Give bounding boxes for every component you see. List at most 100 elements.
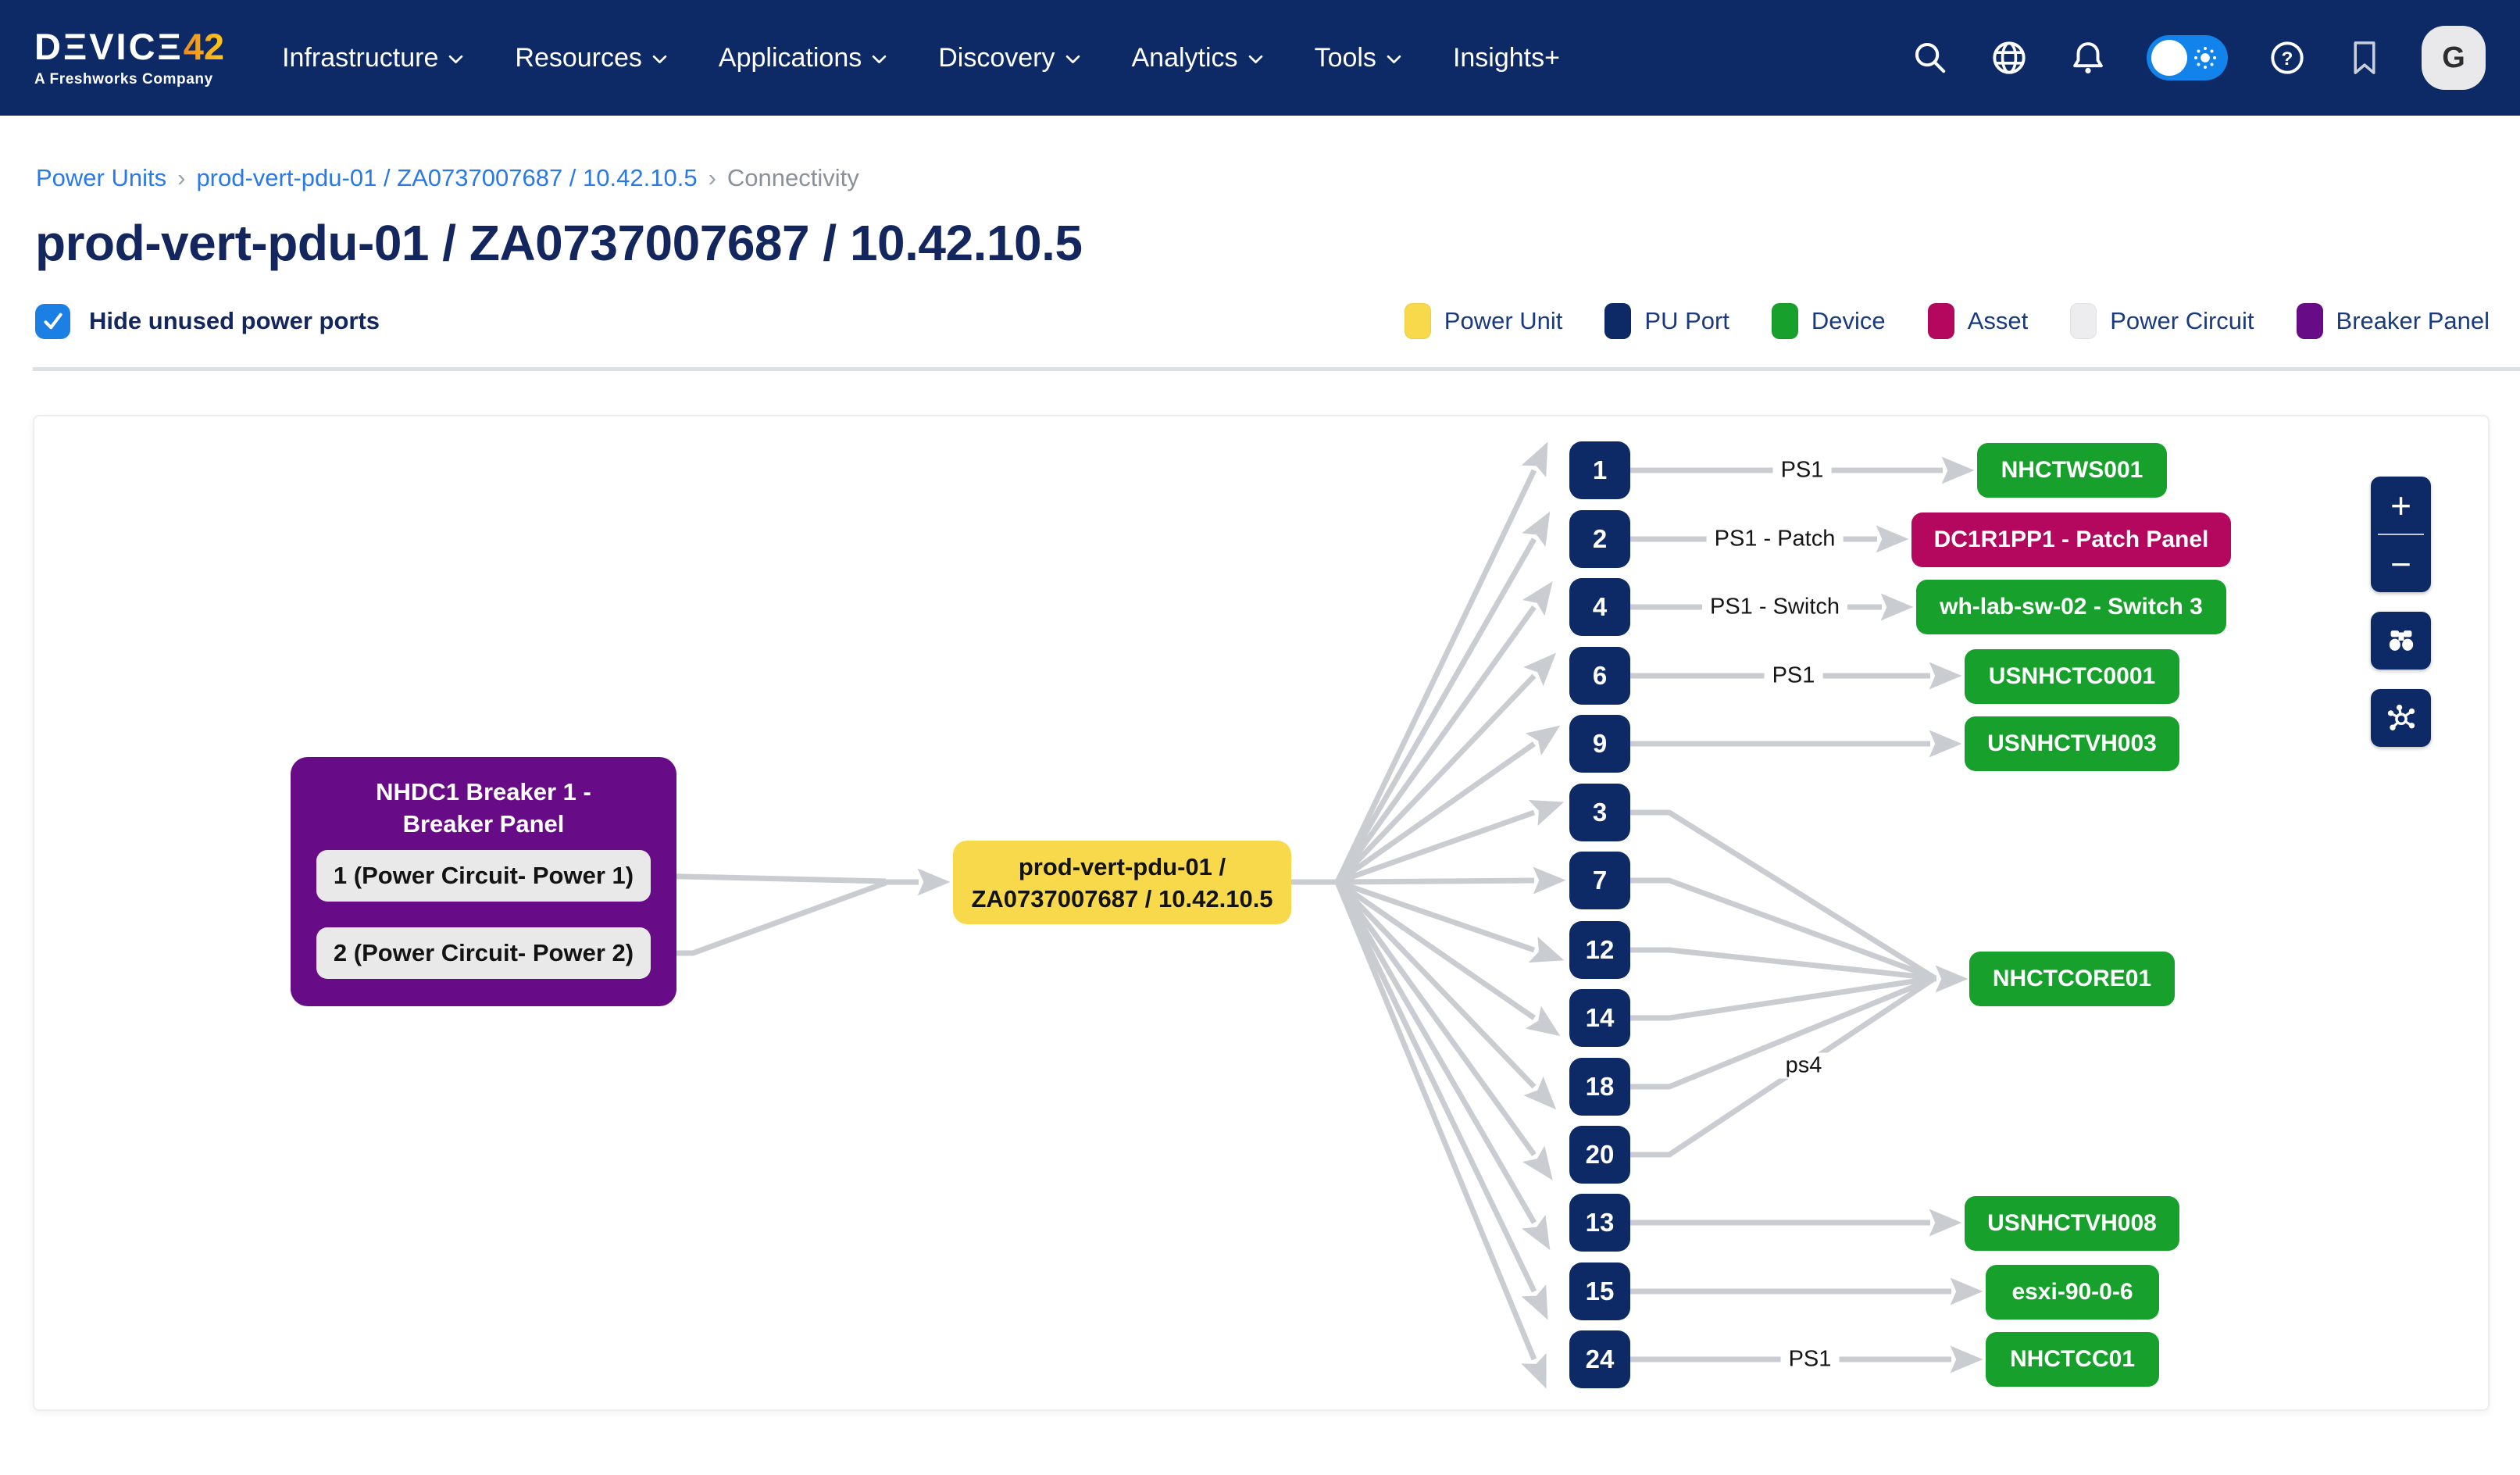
edge-label: PS1 [1772, 457, 1832, 484]
legend-label: Power Unit [1444, 307, 1563, 334]
nav-item-tools[interactable]: Tools [1315, 43, 1401, 73]
pu-port-node-3[interactable]: 3 [1569, 784, 1630, 841]
legend-chip [1771, 303, 1798, 339]
edge-label: PS1 - Patch [1706, 526, 1844, 552]
nav-item-discovery[interactable]: Discovery [938, 43, 1080, 73]
sun-icon [2193, 45, 2218, 70]
breaker-panel-node[interactable]: NHDC1 Breaker 1 - Breaker Panel 1 (Power… [291, 757, 676, 1006]
edge-label: PS1 [1764, 662, 1823, 689]
legend-chip [2070, 303, 2097, 339]
device42-logo[interactable]: DΞVICΞ 42 A Freshworks Company [34, 28, 224, 88]
network-layout-button[interactable] [2371, 689, 2431, 747]
navbar-actions: ? G [1911, 26, 2486, 90]
legend-item-pu-port: PU Port [1604, 303, 1729, 339]
pu-port-node-20[interactable]: 20 [1569, 1126, 1630, 1184]
nav-item-label: Analytics [1131, 42, 1238, 73]
locate-button[interactable] [2371, 612, 2431, 670]
pu-port-node-6[interactable]: 6 [1569, 647, 1630, 705]
section-divider [33, 367, 2520, 371]
hide-unused-ports-label: Hide unused power ports [89, 307, 380, 334]
legend-label: PU Port [1644, 307, 1729, 334]
device-node-usnhctvh003[interactable]: USNHCTVH003 [1965, 716, 2179, 771]
zoom-controls: + − [2371, 477, 2431, 592]
notifications-bell-icon[interactable] [2068, 38, 2108, 77]
theme-toggle[interactable] [2147, 35, 2228, 80]
nav-item-label: Tools [1314, 42, 1376, 73]
pu-port-node-4[interactable]: 4 [1569, 578, 1630, 636]
power-unit-node[interactable]: prod-vert-pdu-01 / ZA0737007687 / 10.42.… [953, 841, 1291, 924]
pu-port-node-14[interactable]: 14 [1569, 989, 1630, 1047]
nav-item-label: Applications [718, 42, 862, 73]
help-icon[interactable]: ? [2267, 38, 2308, 78]
hide-unused-ports-checkbox[interactable] [35, 303, 70, 339]
device-node-esxi-90-0-6[interactable]: esxi-90-0-6 [1986, 1265, 2159, 1320]
controls-row: Hide unused power ports Power Unit PU Por… [35, 303, 2490, 339]
chevron-down-icon [1248, 55, 1263, 64]
user-avatar[interactable]: G [2422, 26, 2486, 90]
nav-item-analytics[interactable]: Analytics [1132, 43, 1263, 73]
diagram-edges [650, 441, 1983, 1389]
main-menu: Infrastructure Resources Applications Disco… [282, 43, 1560, 73]
nav-item-label: Insights+ [1452, 42, 1560, 73]
svg-text:?: ? [2282, 48, 2293, 70]
pu-port-node-9[interactable]: 9 [1569, 715, 1630, 773]
pu-port-node-1[interactable]: 1 [1569, 441, 1630, 499]
breadcrumb-separator: › [177, 164, 186, 191]
legend-item-power-circuit: Power Circuit [2070, 303, 2254, 339]
legend-item-asset: Asset [1927, 303, 2029, 339]
nav-item-insights[interactable]: Insights+ [1453, 43, 1560, 73]
zoom-out-button[interactable]: − [2390, 543, 2411, 584]
chevron-down-icon [1387, 55, 1401, 64]
device-node-wh-lab-sw-02-switch-3[interactable]: wh-lab-sw-02 - Switch 3 [1916, 580, 2226, 634]
legend-item-power-unit: Power Unit [1404, 303, 1563, 339]
device-node-usnhctc0001[interactable]: USNHCTC0001 [1965, 649, 2179, 704]
connectivity-diagram-canvas[interactable]: NHDC1 Breaker 1 - Breaker Panel 1 (Power… [33, 415, 2490, 1411]
breadcrumb-separator: › [708, 164, 716, 191]
bookmark-icon[interactable] [2347, 38, 2383, 77]
nav-item-infrastructure[interactable]: Infrastructure [282, 43, 463, 73]
pu-port-node-2[interactable]: 2 [1569, 510, 1630, 568]
legend-item-device: Device [1771, 303, 1886, 339]
power-unit-label-line1: prod-vert-pdu-01 / [1018, 852, 1226, 880]
avatar-initial: G [2442, 41, 2465, 74]
legend-label: Device [1811, 307, 1886, 334]
power-circuit-node[interactable]: 1 (Power Circuit- Power 1) [316, 850, 651, 902]
page-title: prod-vert-pdu-01 / ZA0737007687 / 10.42.… [35, 215, 1083, 271]
nav-item-label: Resources [515, 42, 642, 73]
pu-port-node-15[interactable]: 15 [1569, 1262, 1630, 1320]
top-navbar: DΞVICΞ 42 A Freshworks Company Infrastru… [0, 0, 2520, 116]
breadcrumb-link[interactable]: prod-vert-pdu-01 / ZA0737007687 / 10.42.… [196, 164, 698, 191]
chevron-down-icon [872, 55, 887, 64]
breadcrumb-link[interactable]: Power Units [36, 164, 167, 191]
pu-port-node-7[interactable]: 7 [1569, 852, 1630, 909]
device-node-nhctws001[interactable]: NHCTWS001 [1977, 443, 2167, 498]
diagram-legend: Power Unit PU Port Device Asset Power Circui… [1404, 303, 2490, 339]
pu-port-node-13[interactable]: 13 [1569, 1194, 1630, 1252]
power-circuit-node[interactable]: 2 (Power Circuit- Power 2) [316, 927, 651, 979]
legend-chip [1404, 303, 1431, 339]
search-icon[interactable] [1911, 38, 1950, 77]
breaker-panel-title-line2: Breaker Panel [402, 810, 565, 838]
device-node-nhctcore01[interactable]: NHCTCORE01 [1969, 952, 2175, 1006]
legend-chip [1604, 303, 1632, 339]
nav-item-resources[interactable]: Resources [515, 43, 667, 73]
legend-chip [2296, 303, 2323, 339]
nav-item-label: Discovery [938, 42, 1055, 73]
pu-port-node-12[interactable]: 12 [1569, 921, 1630, 979]
chevron-down-icon [652, 55, 667, 64]
nav-item-label: Infrastructure [282, 42, 439, 73]
breadcrumb: Power Units › prod-vert-pdu-01 / ZA0737007… [36, 164, 2520, 192]
toggle-knob [2151, 40, 2187, 76]
device-node-nhctcc01[interactable]: NHCTCC01 [1986, 1332, 2159, 1387]
zoom-in-button[interactable]: + [2390, 484, 2411, 526]
globe-icon[interactable] [1989, 38, 2029, 78]
power-unit-label-line2: ZA0737007687 / 10.42.10.5 [971, 884, 1273, 912]
pu-port-node-24[interactable]: 24 [1569, 1330, 1630, 1388]
pu-port-node-18[interactable]: 18 [1569, 1058, 1630, 1116]
asset-node-dc1r1pp1-patch-panel[interactable]: DC1R1PP1 - Patch Panel [1911, 512, 2231, 567]
nav-item-applications[interactable]: Applications [719, 43, 887, 73]
legend-label: Breaker Panel [2336, 307, 2490, 334]
legend-label: Asset [1967, 307, 2029, 334]
device-node-usnhctvh008[interactable]: USNHCTVH008 [1965, 1196, 2179, 1251]
